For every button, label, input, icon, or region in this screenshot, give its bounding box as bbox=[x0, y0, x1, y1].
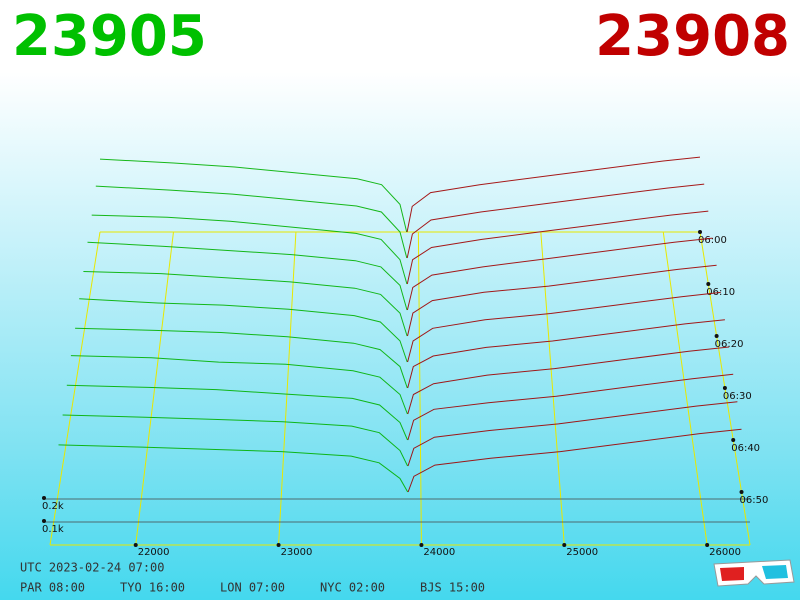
ask-depth-line bbox=[407, 291, 721, 363]
red-lens bbox=[720, 567, 744, 581]
time-tick-dot bbox=[698, 230, 702, 234]
x-tick-label: 24000 bbox=[423, 547, 455, 558]
bid-depth-line bbox=[95, 185, 408, 259]
x-tick-dot bbox=[562, 543, 567, 547]
time-tick-dot bbox=[731, 438, 736, 442]
x-tick-label: 26000 bbox=[709, 547, 741, 558]
z-tick-label: 0.1k bbox=[42, 524, 64, 535]
x-tick-label: 23000 bbox=[281, 547, 313, 558]
zone-time: PAR 08:00 bbox=[20, 581, 85, 595]
ask-depth-line bbox=[407, 319, 725, 389]
time-tick-label: 06:40 bbox=[731, 443, 760, 454]
bid-depth-line bbox=[87, 241, 408, 311]
x-tick-dot bbox=[419, 543, 424, 547]
cyan-lens bbox=[762, 565, 788, 579]
z-tick-dot bbox=[42, 496, 46, 500]
z-tick-dot bbox=[42, 519, 46, 523]
ask-depth-line bbox=[407, 373, 734, 441]
bid-depth-line bbox=[99, 158, 408, 233]
ask-depth-line bbox=[406, 183, 705, 259]
ask-price: 23908 bbox=[595, 4, 790, 69]
bid-depth-line bbox=[79, 298, 408, 363]
3d-glasses-icon[interactable] bbox=[713, 559, 795, 587]
ask-depth-line bbox=[407, 401, 738, 467]
grid-line bbox=[135, 231, 174, 546]
bid-price: 23905 bbox=[12, 4, 207, 69]
bid-depth-line bbox=[75, 327, 408, 389]
x-tick-label: 25000 bbox=[566, 547, 598, 558]
ask-depth-line bbox=[407, 264, 717, 337]
grid-line bbox=[417, 231, 422, 546]
zone-time: BJS 15:00 bbox=[420, 581, 485, 595]
x-tick-dot bbox=[705, 543, 710, 547]
plot: 22000 23000 24000 25000 26000 0.1k 0.2k 06:00 06… bbox=[42, 156, 769, 558]
grid-line bbox=[278, 231, 297, 546]
z-tick-label: 0.2k bbox=[42, 501, 64, 512]
ask-depth-line bbox=[406, 156, 701, 233]
utc-time: UTC 2023-02-24 07:00 bbox=[20, 561, 165, 575]
bid-depth-line bbox=[62, 414, 409, 467]
time-tick-label: 06:20 bbox=[715, 339, 744, 350]
time-tick-dot bbox=[706, 282, 711, 286]
x-tick-label: 22000 bbox=[138, 547, 170, 558]
time-tick-dot bbox=[739, 490, 744, 494]
bid-depth-line bbox=[83, 271, 408, 337]
time-tick-label: 06:50 bbox=[740, 495, 769, 506]
bid-depth-line bbox=[70, 355, 408, 415]
time-tick-dot bbox=[714, 334, 719, 338]
bid-depth-line bbox=[66, 384, 408, 441]
ask-depth-line bbox=[407, 346, 730, 415]
ask-depth-line bbox=[406, 210, 709, 285]
time-tick-label: 06:30 bbox=[723, 391, 752, 402]
bid-depth-line bbox=[91, 214, 408, 285]
zone-time: NYC 02:00 bbox=[320, 581, 385, 595]
ask-depth-line bbox=[407, 428, 742, 493]
x-tick-dot bbox=[276, 543, 281, 547]
zone-time: LON 07:00 bbox=[220, 581, 285, 595]
time-tick-label: 06:00 bbox=[698, 235, 727, 246]
bid-depth-line bbox=[58, 444, 409, 493]
x-tick-dot bbox=[133, 543, 138, 547]
grid-line bbox=[662, 231, 708, 546]
zone-time: TYO 16:00 bbox=[120, 581, 185, 595]
box-edge bbox=[49, 231, 101, 546]
ask-depth-line bbox=[406, 237, 713, 311]
grid-line bbox=[540, 231, 565, 546]
time-tick-dot bbox=[722, 386, 727, 390]
